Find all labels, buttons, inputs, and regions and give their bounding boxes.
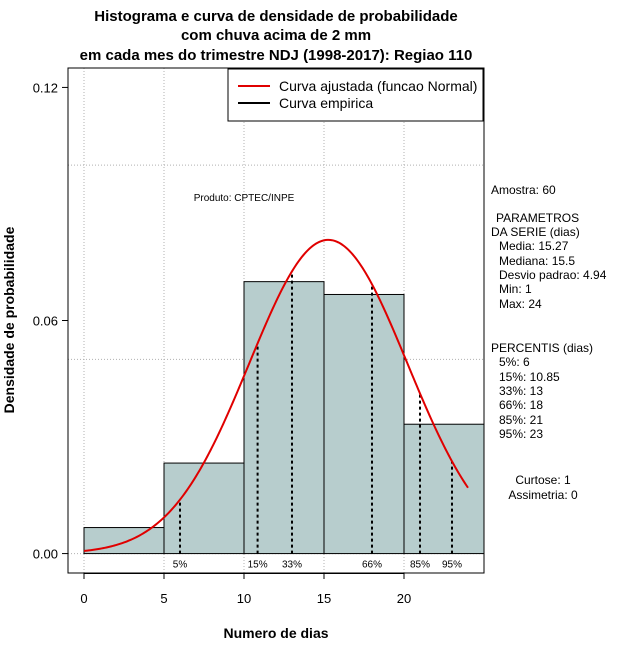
- y-tick-label-2: 0.12: [33, 80, 58, 95]
- histogram-bar-2: [243, 281, 325, 555]
- percentile-label-2: 33%: [282, 560, 302, 571]
- legend-label-fitted: Curva ajustada (funcao Normal): [279, 78, 477, 94]
- stat-p5: 5%: 6: [499, 355, 530, 369]
- curve-layer: [83, 238, 469, 552]
- stat-p66: 66%: 18: [499, 398, 543, 412]
- chart-title-line-2: com chuva acima de 2 mm: [181, 27, 371, 44]
- x-axis-title: Numero de dias: [223, 625, 328, 641]
- chart-title-line-1: Histograma e curva de densidade de proba…: [94, 8, 457, 25]
- bars-layer: [83, 281, 485, 555]
- histogram-bar-3: [323, 293, 405, 555]
- y-axis-title: Densidade de probabilidade: [1, 226, 17, 413]
- x-tick-label-3: 15: [317, 591, 331, 606]
- percentile-label-5: 95%: [442, 560, 462, 571]
- percentile-label-0: 5%: [173, 560, 188, 571]
- histogram-bar-4: [403, 423, 485, 555]
- stat-max: Max: 24: [499, 297, 542, 311]
- percentile-label-1: 15%: [248, 560, 268, 571]
- stat-p85: 85%: 21: [499, 413, 543, 427]
- y-tick-label-1: 0.06: [33, 314, 58, 329]
- x-tick-label-0: 0: [80, 591, 87, 606]
- stat-desvio: Desvio padrao: 4.94: [499, 268, 607, 282]
- y-tick-label-0: 0.00: [33, 547, 58, 562]
- stat-amostra: Amostra: 60: [491, 183, 556, 197]
- chart-title-line-3: em cada mes do trimestre NDJ (1998-2017)…: [80, 47, 473, 64]
- percentile-label-3: 66%: [362, 560, 382, 571]
- x-tick-label-2: 10: [237, 591, 251, 606]
- stat-p33: 33%: 13: [499, 384, 543, 398]
- stat-assimetria: Assimetria: 0: [508, 488, 578, 502]
- stat-media: Media: 15.27: [499, 239, 569, 253]
- stat-p95: 95%: 23: [499, 427, 543, 441]
- normal-fit-curve: [83, 238, 469, 552]
- x-tick-label-1: 5: [160, 591, 167, 606]
- stat-parametros-title-2: DA SERIE (dias): [491, 225, 580, 239]
- product-label: Produto: CPTEC/INPE: [194, 193, 295, 204]
- stat-min: Min: 1: [499, 282, 532, 296]
- stat-curtose: Curtose: 1: [515, 473, 571, 487]
- stat-mediana: Mediana: 15.5: [499, 254, 575, 268]
- stat-p15: 15%: 10.85: [499, 370, 560, 384]
- percentile-label-4: 85%: [410, 560, 430, 571]
- histogram-bar-1: [163, 462, 245, 555]
- legend-label-empirical: Curva empirica: [279, 95, 373, 111]
- legend: Curva ajustada (funcao Normal) Curva emp…: [227, 68, 484, 122]
- ticks-layer: 0 5 10 15 20 0.00 0.06 0.12: [33, 80, 412, 606]
- legend-box: [227, 68, 484, 122]
- stat-percentis-title: PERCENTIS (dias): [491, 341, 593, 355]
- percentile-lines-layer: 5% 15% 33% 66% 85% 95%: [173, 271, 462, 571]
- x-tick-label-4: 20: [397, 591, 411, 606]
- stat-parametros-title-1: PARAMETROS: [496, 211, 579, 225]
- stats-panel: Amostra: 60 PARAMETROS DA SERIE (dias) M…: [491, 183, 607, 502]
